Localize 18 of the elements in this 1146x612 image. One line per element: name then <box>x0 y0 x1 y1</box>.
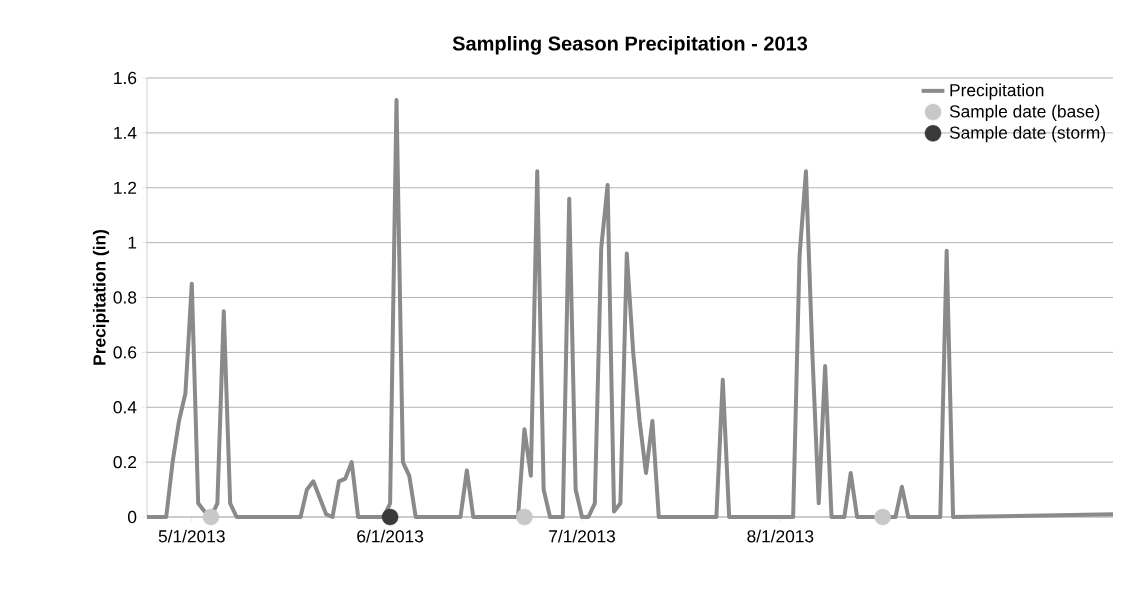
x-tick-label: 5/1/2013 <box>158 529 225 543</box>
x-tick-label: 7/1/2013 <box>549 529 615 543</box>
y-tick-label: 0.6 <box>113 346 137 359</box>
legend-label: Sample date (storm) <box>949 126 1105 143</box>
x-tick-label: 6/1/2013 <box>357 529 424 543</box>
y-tick-label: 0.4 <box>113 401 137 414</box>
legend-label: Sample date (base) <box>949 104 1100 121</box>
y-tick-label: 1.4 <box>114 126 137 139</box>
y-tick-label: 0.8 <box>113 291 137 304</box>
y-tick-label: 0 <box>127 510 137 524</box>
legend-label: Precipitation <box>950 83 1044 100</box>
y-axis-title: Precipitation (in) <box>92 229 110 365</box>
y-tick-label: 1 <box>128 236 137 249</box>
x-tick-label: 8/1/2013 <box>747 529 814 543</box>
y-tick-label: 1.6 <box>114 71 137 85</box>
y-tick-label: 1.2 <box>114 181 137 194</box>
y-tick-label: 0.2 <box>113 455 137 469</box>
chart-title: Sampling Season Precipitation - 2013 <box>452 35 808 55</box>
